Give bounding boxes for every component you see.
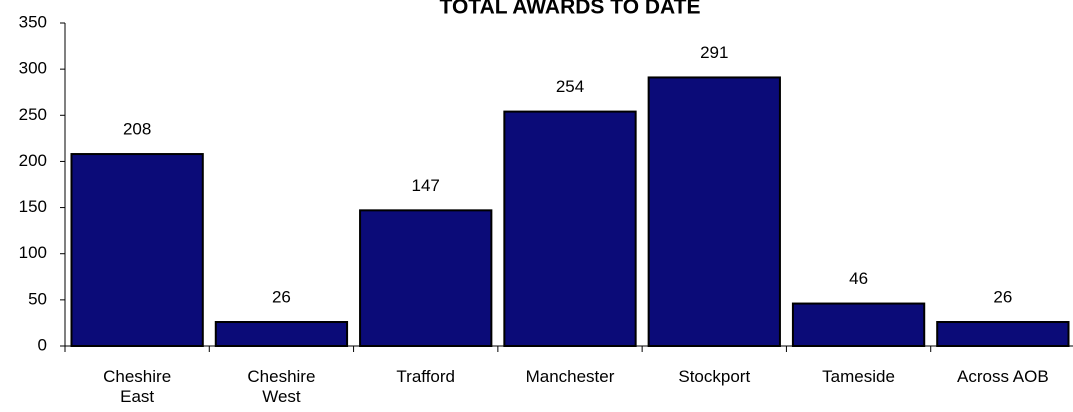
- x-tick-label: Tameside: [822, 367, 895, 386]
- bar: [359, 209, 493, 347]
- bar: [70, 153, 204, 347]
- y-tick-label: 150: [19, 197, 47, 216]
- bar: [503, 110, 637, 347]
- data-label: 46: [849, 269, 868, 288]
- x-tick-label: Cheshire West: [247, 367, 316, 406]
- data-label: 147: [412, 176, 440, 195]
- x-tick-label: Across AOB: [957, 367, 1049, 386]
- y-tick-label: 300: [19, 59, 47, 78]
- y-tick-label: 100: [19, 243, 47, 262]
- x-tick-label: Stockport: [678, 367, 751, 386]
- bar: [214, 321, 349, 347]
- y-tick-label: 0: [38, 335, 47, 354]
- data-label: 26: [272, 287, 291, 306]
- x-tick-label: Trafford: [396, 367, 455, 386]
- bar: [647, 76, 781, 347]
- y-tick-label: 350: [19, 12, 47, 31]
- y-tick-label: 200: [19, 151, 47, 170]
- y-tick-label: 250: [19, 105, 47, 124]
- x-tick-label: Cheshire East: [103, 367, 172, 406]
- y-tick-label: 50: [28, 289, 47, 308]
- x-tick-label: Manchester: [525, 367, 615, 386]
- bar: [791, 302, 926, 348]
- chart-title: TOTAL AWARDS TO DATE: [440, 0, 701, 19]
- bar: [936, 321, 1070, 347]
- data-label: 254: [556, 77, 584, 96]
- data-label: 291: [700, 43, 728, 62]
- data-label: 26: [993, 287, 1012, 306]
- data-label: 208: [123, 120, 151, 139]
